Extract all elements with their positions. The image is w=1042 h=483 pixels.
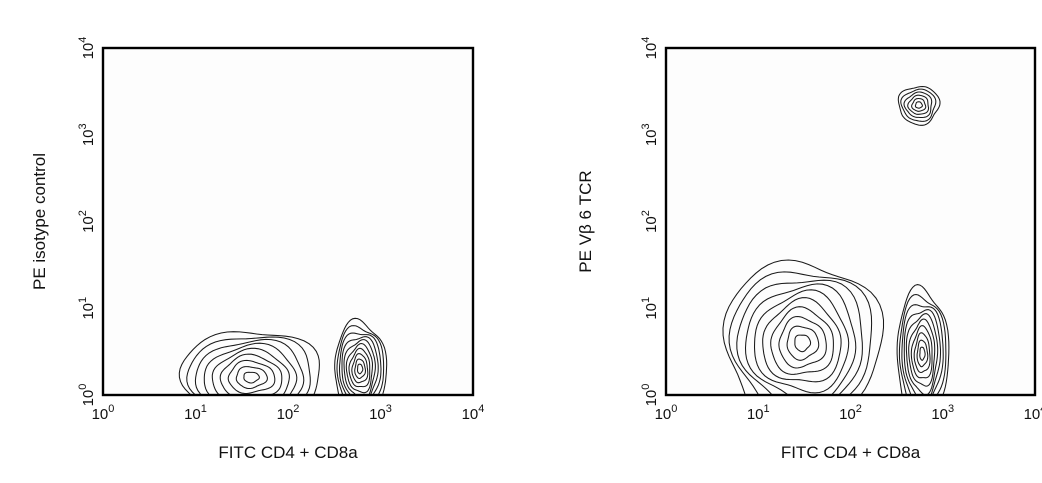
contour-line [219,353,283,394]
plot-frame [664,46,1037,397]
contour-line [186,336,311,394]
contour-line [762,297,842,383]
contour-line [348,347,371,388]
contour-line [900,88,937,122]
contour-line [916,339,929,368]
contour-line [356,363,364,375]
contour-line [722,259,885,394]
contour-line [351,353,369,384]
contour-line [794,334,812,353]
x-tick-label: 102 [839,403,862,423]
contour-line [910,325,933,379]
y-axis-label: PE Vβ 6 TCR [576,170,595,272]
x-axis-label: FITC CD4 + CD8a [781,443,921,462]
contour-line [227,359,276,394]
x-tick-label: 101 [747,403,770,423]
y-tick-label: 103 [77,123,97,146]
contour-line [211,347,290,394]
contour-line [753,289,850,394]
y-tick-label: 104 [77,37,97,60]
chart-panel-isotype: 100 101 102 103 104 100 101 102 103 104 FITC CD4 +… [30,37,485,462]
contour-line [914,101,923,109]
y-tick-label: 101 [640,297,660,320]
contour-line [343,339,376,394]
contour-line [908,318,936,387]
contour-group [178,317,388,394]
contour-line [905,313,939,394]
contour-line [338,332,382,394]
contour-line [896,284,950,394]
contour-line [903,309,942,394]
contour-line [919,346,926,361]
y-tick-label: 104 [640,37,660,60]
contour-line [778,315,827,369]
contour-line [770,306,834,375]
y-tick-label: 102 [77,210,97,233]
contour-line [913,332,931,374]
contour-group [722,85,950,394]
contour-line [336,325,385,394]
x-tick-label: 102 [277,403,300,423]
contour-line [907,94,930,115]
x-tick-label: 101 [184,403,207,423]
contour-line [345,342,374,394]
x-tick-label: 104 [462,403,485,423]
plot-frame [101,46,475,397]
x-axis-label: FITC CD4 + CD8a [218,443,358,462]
contour-line [786,325,820,361]
y-tick-label: 100 [77,384,97,407]
chart-panel-vb6: 100 101 102 103 104 100 101 102 103 104 FITC CD4 +… [521,0,1042,483]
contour-line [903,91,933,119]
y-tick-label: 100 [640,384,660,407]
contour-line [354,358,367,380]
contour-line [897,85,941,126]
y-tick-label: 101 [77,297,97,320]
contour-line [898,293,947,394]
y-tick-label: 102 [640,210,660,233]
contour-line [178,331,320,394]
contour-line [334,317,388,394]
contour-line [728,271,873,394]
contour-plot-isotype: 100 101 102 103 104 100 101 102 103 104 FITC CD4 +… [30,37,485,462]
contour-line [203,342,298,394]
x-tick-label: 103 [931,403,954,423]
y-axis-label: PE isotype control [30,153,49,290]
contour-line [235,366,268,390]
x-tick-label: 100 [655,403,678,423]
contour-line [744,283,857,394]
contour-line [911,97,927,112]
contour-plot-vb6-tcr: 100 101 102 103 104 100 101 102 103 104 FITC CD4 +… [576,37,1042,462]
x-tick-label: 103 [369,403,392,423]
contour-line [901,304,944,394]
contour-line [243,371,260,384]
contour-line [341,336,379,394]
x-tick-label: 100 [92,403,115,423]
x-tick-label: 104 [1024,403,1042,423]
y-tick-label: 103 [640,123,660,146]
contour-line [194,338,305,394]
contour-line [736,279,863,394]
